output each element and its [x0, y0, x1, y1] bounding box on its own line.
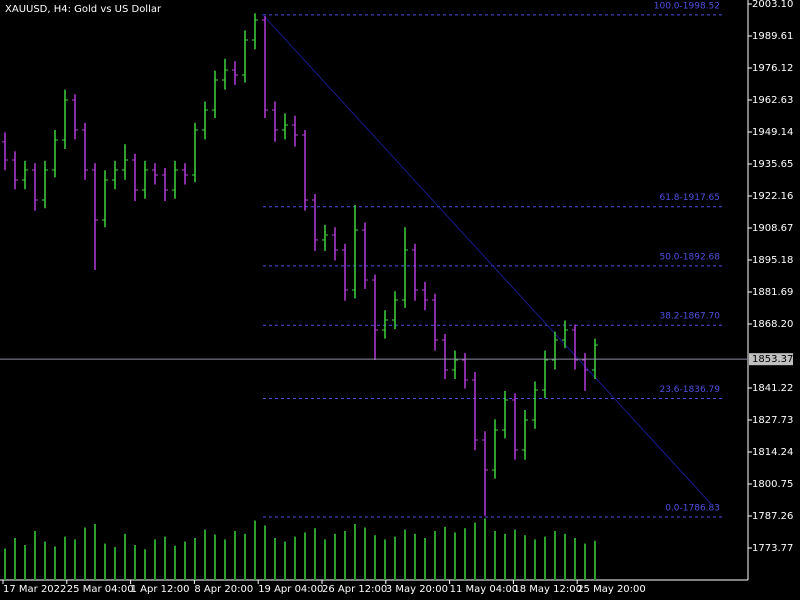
volume-bar	[584, 543, 586, 580]
volume-bar	[194, 538, 196, 580]
volume-bar	[14, 538, 16, 580]
x-tick-label: 25 May 20:00	[577, 584, 646, 595]
volume-bar	[204, 529, 206, 580]
volume-bar	[124, 533, 126, 580]
fib-label: 38.2-1867.70	[659, 312, 720, 322]
volume-bar	[284, 541, 286, 580]
y-tick-label: 1841.22	[752, 383, 793, 394]
volume-bar	[54, 546, 56, 580]
fib-label: 50.0-1892.68	[659, 252, 720, 262]
y-tick-label: 1881.69	[752, 287, 793, 298]
fib-label: 61.8-1917.65	[659, 193, 720, 203]
x-tick-label: 25 Mar 04:00	[67, 584, 134, 595]
volume-bar	[114, 547, 116, 580]
y-tick-label: 1935.65	[752, 159, 793, 170]
volume-bar	[84, 527, 86, 580]
y-tick-label: 1827.73	[752, 415, 793, 426]
volume-bar	[344, 531, 346, 580]
y-tick-label: 1895.18	[752, 255, 793, 266]
fib-label: 0.0-1786.83	[665, 504, 720, 514]
volume-bar	[104, 543, 106, 580]
volume-bar	[134, 545, 136, 580]
volume-bar	[234, 531, 236, 580]
volume-bar	[504, 533, 506, 580]
x-tick-label: 17 Mar 2022	[3, 584, 66, 595]
fib-label: 100.0-1998.52	[654, 1, 720, 11]
volume-bar	[154, 539, 156, 580]
y-tick-label: 1814.24	[752, 447, 793, 458]
volume-bar	[574, 538, 576, 580]
y-tick-label: 1787.26	[752, 511, 793, 522]
volume-bar	[4, 548, 6, 580]
volume-bar	[364, 527, 366, 580]
volume-bar	[594, 540, 596, 580]
volume-bar	[404, 529, 406, 580]
volume-bar	[44, 541, 46, 580]
current-price-label: 1853.37	[752, 354, 793, 365]
y-tick-label: 1868.20	[752, 319, 793, 330]
volume-bar	[294, 536, 296, 580]
volume-bar	[374, 535, 376, 580]
y-tick-label: 1976.12	[752, 63, 793, 74]
y-tick-label: 1773.77	[752, 543, 793, 554]
volume-bar	[24, 545, 26, 580]
volume-bar	[274, 538, 276, 580]
volume-bar	[324, 539, 326, 580]
y-tick-label: 1800.75	[752, 479, 793, 490]
volume-bar	[444, 526, 446, 580]
volume-bar	[254, 520, 256, 580]
volume-bar	[354, 524, 356, 580]
volume-bar	[74, 539, 76, 580]
volume-bar	[334, 533, 336, 580]
volume-bar	[564, 533, 566, 580]
y-tick-label: 1949.14	[752, 127, 793, 138]
x-tick-label: 18 May 12:00	[513, 584, 582, 595]
volume-bar	[514, 529, 516, 580]
fib-label: 23.6-1836.79	[659, 385, 720, 395]
volume-bar	[554, 531, 556, 580]
volume-bar	[94, 524, 96, 580]
volume-bar	[314, 528, 316, 580]
y-tick-label: 1922.16	[752, 191, 793, 202]
x-tick-label: 11 May 04:00	[450, 584, 519, 595]
volume-bar	[494, 531, 496, 580]
volume-bar	[544, 536, 546, 580]
volume-bar	[484, 518, 486, 580]
y-tick-label: 2003.10	[752, 0, 793, 10]
current-price-box	[749, 353, 793, 366]
volume-bar	[384, 539, 386, 580]
volume-bar	[184, 541, 186, 580]
volume-bar	[524, 535, 526, 580]
x-tick-label: 1 Apr 12:00	[131, 584, 190, 595]
volume-bar	[264, 525, 266, 580]
volume-bar	[414, 533, 416, 580]
volume-bar	[174, 545, 176, 580]
volume-bar	[454, 532, 456, 580]
volume-bar	[424, 538, 426, 580]
volume-bar	[224, 539, 226, 580]
y-tick-label: 1908.67	[752, 223, 793, 234]
x-tick-label: 26 Apr 12:00	[322, 584, 387, 595]
x-tick-label: 3 May 20:00	[386, 584, 448, 595]
x-tick-label: 19 Apr 04:00	[258, 584, 323, 595]
volume-bar	[434, 531, 436, 580]
volume-bar	[64, 536, 66, 580]
volume-bar	[534, 539, 536, 580]
volume-bar	[244, 533, 246, 580]
volume-bar	[144, 549, 146, 580]
y-tick-label: 1989.61	[752, 31, 793, 42]
volume-bar	[304, 532, 306, 580]
x-tick-label: 8 Apr 20:00	[194, 584, 253, 595]
volume-bar	[214, 534, 216, 580]
volume-bar	[34, 531, 36, 580]
volume-bar	[474, 522, 476, 580]
volume-bar	[394, 536, 396, 580]
chart-title: XAUUSD, H4: Gold vs US Dollar	[5, 4, 162, 15]
volume-bar	[464, 528, 466, 580]
volume-bar	[164, 536, 166, 580]
trendline	[261, 13, 713, 506]
y-tick-label: 1962.63	[752, 95, 793, 106]
